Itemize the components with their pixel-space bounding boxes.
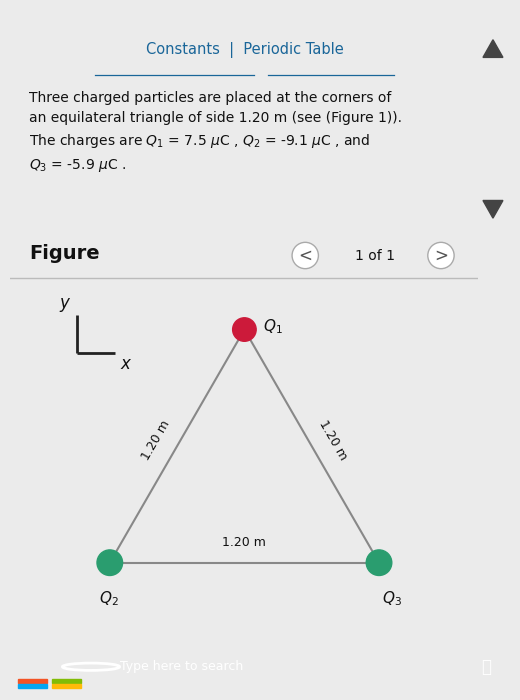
Text: x: x: [121, 356, 131, 373]
Text: 1.20 m: 1.20 m: [139, 419, 172, 463]
Text: Type here to search: Type here to search: [120, 660, 243, 673]
Text: 1.20 m: 1.20 m: [223, 536, 266, 550]
Text: >: >: [434, 246, 448, 265]
Bar: [18, 680, 47, 683]
Text: <: <: [298, 246, 312, 265]
Text: 1.20 m: 1.20 m: [317, 419, 350, 463]
Circle shape: [97, 550, 123, 575]
Text: Figure: Figure: [29, 244, 100, 262]
Text: $Q_2$: $Q_2$: [99, 589, 119, 608]
Text: $Q_1$: $Q_1$: [263, 318, 283, 336]
Text: Constants  |  Periodic Table: Constants | Periodic Table: [146, 42, 343, 57]
Text: $Q_3$: $Q_3$: [382, 589, 401, 608]
Text: 1 of 1: 1 of 1: [356, 248, 395, 262]
Bar: [18, 685, 47, 688]
Text: Three charged particles are placed at the corners of
an equilateral triangle of : Three charged particles are placed at th…: [29, 91, 402, 174]
Bar: [52, 685, 81, 688]
Bar: [52, 680, 81, 683]
Polygon shape: [483, 40, 503, 57]
Text: 🎤: 🎤: [481, 658, 491, 676]
Circle shape: [232, 318, 256, 342]
Polygon shape: [483, 200, 503, 218]
Text: y: y: [59, 294, 69, 312]
Circle shape: [366, 550, 392, 575]
